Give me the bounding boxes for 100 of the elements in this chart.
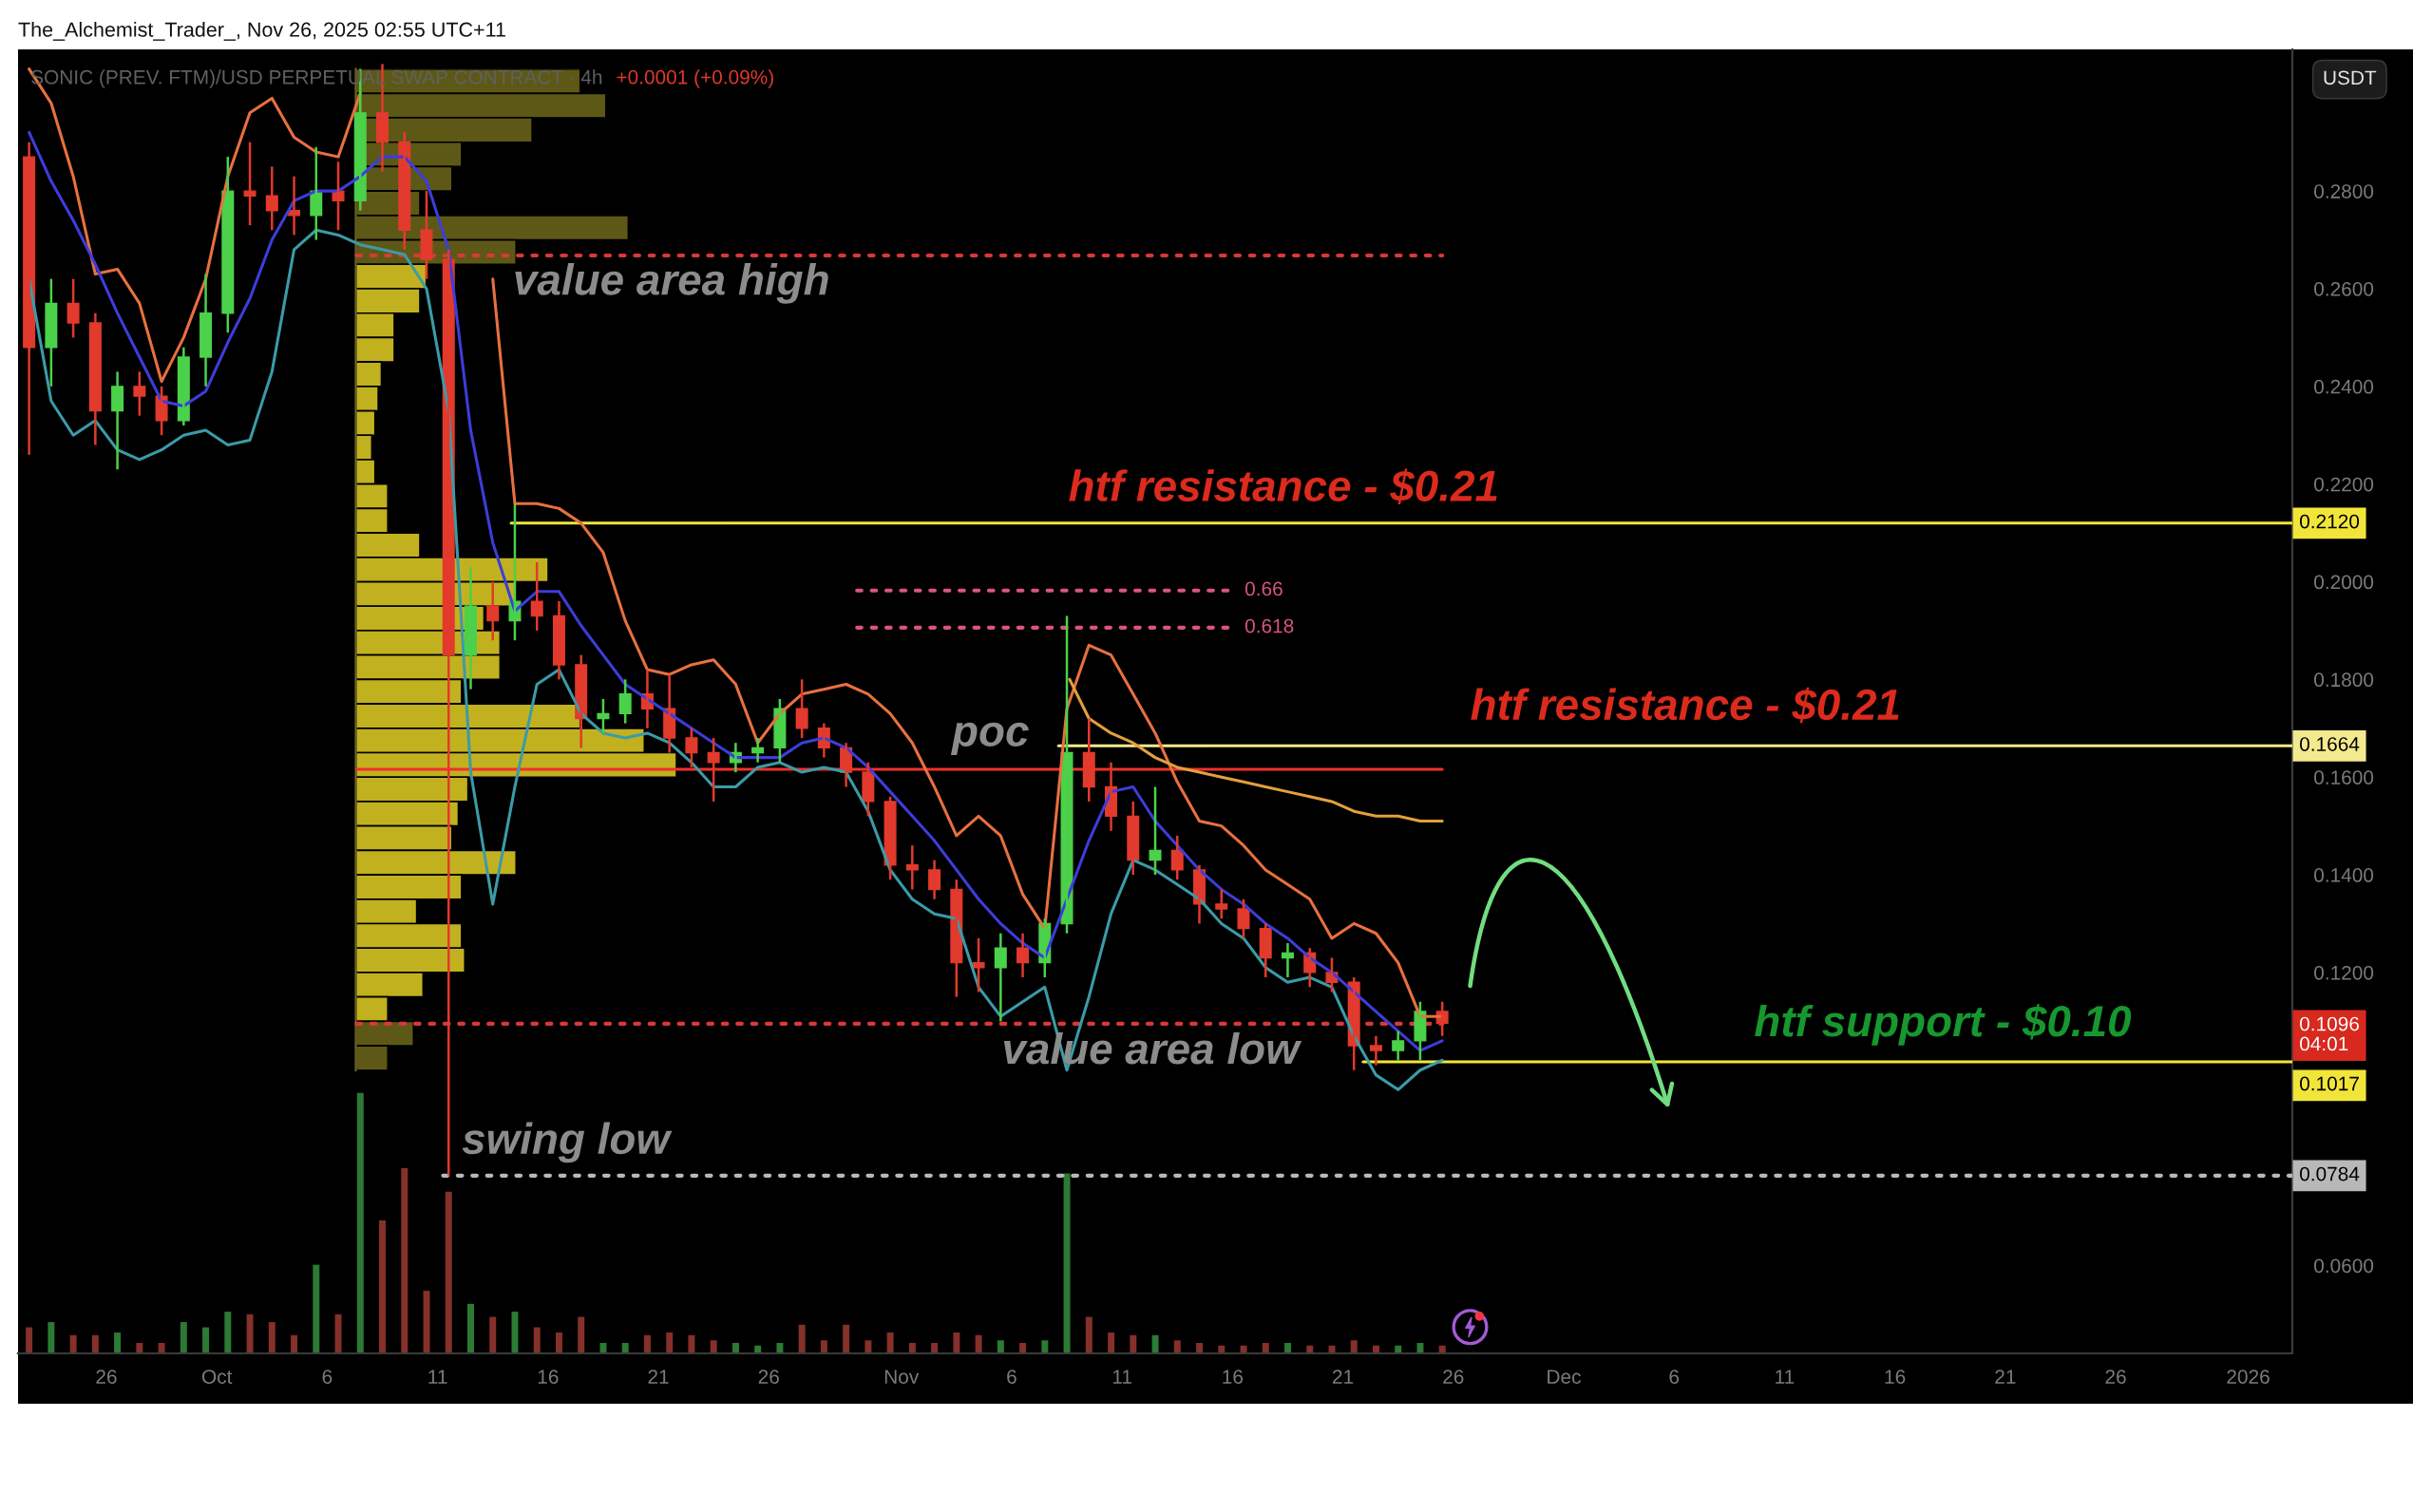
annotation: htf resistance - $0.21 [1471,687,1899,724]
annotation: htf support - $0.10 [1755,1004,2132,1046]
series-label: 0.66 [1244,581,1282,596]
x-tick-label: 16 [1885,1370,1906,1384]
y-tick-label: 0.2400 [2314,379,2374,394]
bar [1284,1343,1292,1353]
y-tick-label: 0.1200 [2314,965,2374,980]
x-tick-label: 11 [1112,1370,1131,1384]
bar [158,1343,165,1353]
bar [643,1334,651,1353]
x-tick-label: 26 [758,1370,779,1384]
x-tick-label: 11 [1776,1370,1795,1384]
bar [599,1343,607,1353]
x-tick-label: 6 [322,1370,332,1384]
x-tick-label: 6 [1669,1370,1680,1384]
bar [798,1324,806,1353]
bar [291,1334,298,1353]
bar [445,1191,452,1353]
y-tick-label: 0.0600 [2314,1258,2374,1274]
y-tick-label: 0.2200 [2314,477,2374,492]
bar [26,1327,33,1353]
x-tick-label: Nov [884,1370,920,1384]
bar [356,1092,364,1353]
line-series [1068,677,1444,823]
bar [1196,1343,1204,1353]
bar [908,1343,916,1353]
series-label: 0.1017 [2300,1076,2359,1091]
text: 0.1096 04:01 [2300,1016,2359,1051]
bar [533,1327,541,1353]
bar [489,1316,497,1353]
series-label: 0.2120 [2300,514,2360,529]
bar [710,1340,717,1353]
x-tick-label: 2026 [2227,1370,2270,1384]
annotation: value area high [515,263,828,304]
bar [578,1316,585,1353]
y-tick-label: 0.2600 [2314,281,2374,296]
y-tick-label: 0.2000 [2314,575,2374,590]
bar [864,1340,872,1353]
x-tick-label: Dec [1548,1370,1581,1384]
text: +0.0001 (+0.09%) [617,69,773,88]
bar [666,1332,674,1353]
bar [224,1312,232,1353]
annotation: htf resistance - $0.21 [1069,468,1497,504]
bar [91,1334,99,1353]
bar [334,1314,342,1353]
bar [246,1314,254,1353]
annotation: poc [950,722,1029,756]
bar [975,1334,982,1353]
bar [555,1332,562,1353]
bar [1085,1316,1092,1353]
bar [379,1219,387,1353]
bar [1350,1340,1358,1353]
bar [1151,1334,1159,1353]
candlestick [243,141,256,227]
text: The_Alchemist_Trader_, Nov 26, 2025 02:55 UTC+11 [18,21,505,41]
x-tick-label: 26 [96,1370,117,1384]
bar [843,1324,850,1353]
bar [48,1322,55,1353]
bar [820,1340,827,1353]
bar [1019,1343,1027,1353]
series-label: 0.1664 [2300,737,2360,751]
bar [1130,1334,1137,1353]
x-tick-label: 16 [1223,1370,1244,1384]
y-tick-label: 0.1400 [2314,868,2374,882]
bar [313,1264,320,1353]
series-label: 0.618 [1244,618,1294,633]
bar [268,1322,276,1353]
x-tick-label: 21 [1995,1370,2016,1384]
annotation: swing low [462,1122,673,1163]
x-tick-label: 6 [1007,1370,1016,1384]
bar [688,1334,695,1353]
y-tick-label: 0.2800 [2314,184,2374,198]
bar [732,1343,739,1353]
bar [180,1322,187,1353]
x-tick-label: 21 [648,1370,669,1384]
bar [467,1303,474,1353]
bar [953,1332,960,1353]
x-tick-label: 11 [428,1370,447,1384]
bar [69,1334,77,1353]
y-tick-label: 0.1600 [2314,770,2374,784]
bar [1173,1340,1181,1353]
bar [1262,1343,1269,1353]
x-tick-label: Oct [201,1370,233,1384]
bar [136,1343,143,1353]
series-label: 0.0784 [2300,1166,2360,1181]
bar [621,1343,629,1353]
bar [1041,1340,1049,1353]
bar [997,1340,1004,1353]
bar [202,1327,210,1353]
bar [401,1168,408,1353]
bar [114,1332,122,1353]
bar [1063,1173,1071,1353]
y-axis-title: USDT [2324,70,2377,85]
bar [886,1332,894,1353]
bar [931,1343,939,1353]
bar [776,1343,784,1353]
bar [1108,1332,1115,1353]
y-tick-label: 0.1800 [2314,672,2374,688]
x-tick-label: 26 [1443,1370,1464,1384]
x-tick-label: 26 [2105,1370,2126,1384]
